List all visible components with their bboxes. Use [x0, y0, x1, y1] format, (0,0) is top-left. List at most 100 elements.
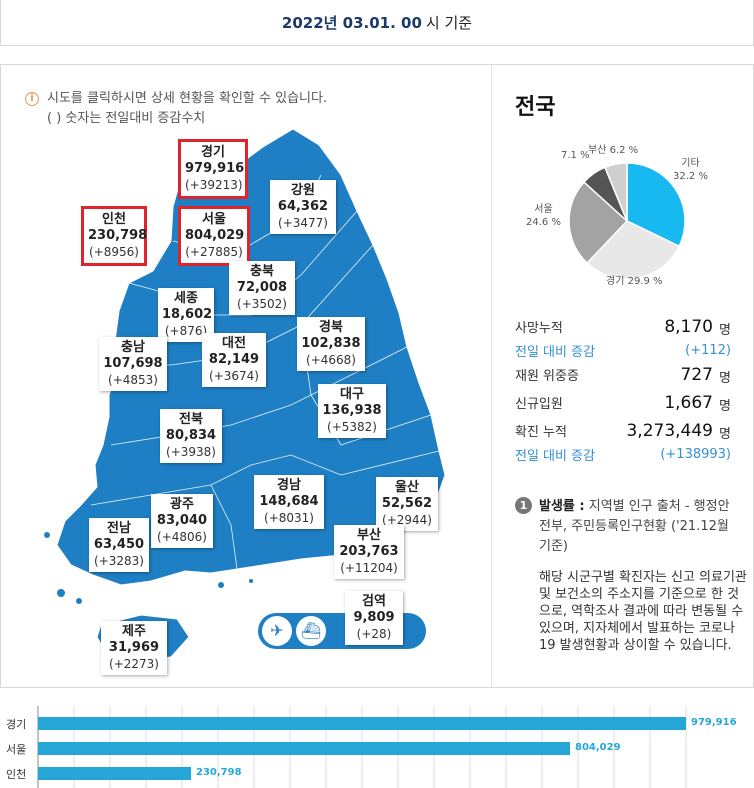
region-name: 인천 [102, 212, 126, 227]
region-value: 203,763 [339, 544, 399, 559]
region-name: 광주 [170, 497, 194, 512]
info-icon: i [25, 92, 39, 106]
region-value: 136,938 [322, 403, 382, 418]
pie-label-seoul: 서울 24.6 % [526, 204, 561, 228]
region-value: 72,008 [236, 280, 288, 295]
region-diff: (+2944) [382, 513, 432, 527]
region-gwangju[interactable]: 광주 83,040 (+4806) [151, 494, 213, 548]
bar-label-1: 서울 [6, 743, 27, 756]
region-diff: (+3502) [237, 297, 287, 311]
region-name: 경남 [277, 478, 301, 493]
main-panel: i 시도를 클릭하시면 상세 현황을 확인할 수 있습니다. ( ) 숫자는 전일… [0, 64, 754, 688]
bar-chart: 경기 979,916 서울 804,029 인천 230,798 [0, 688, 754, 788]
region-value: 31,969 [108, 640, 160, 655]
region-sejong[interactable]: 세종 18,602 (+876) [158, 288, 214, 342]
pie-slice-1 [585, 220, 681, 280]
pie-slice-4 [603, 162, 628, 222]
region-value: 107,698 [103, 356, 163, 371]
region-diff: (+4806) [157, 530, 207, 544]
region-incheon[interactable]: 인천 230,798 (+8956) [81, 206, 147, 266]
info-line-1: i 시도를 클릭하시면 상세 현황을 확인할 수 있습니다. [25, 87, 327, 106]
region-name: 부산 [357, 528, 381, 543]
region-ulsan[interactable]: 울산 52,562 (+2944) [376, 477, 438, 531]
pie-label-other: 기타 32.2 % [673, 158, 708, 182]
region-diff: (+876) [164, 324, 208, 338]
region-quarantine[interactable]: 검역 9,809 (+28) [345, 591, 403, 645]
pie-slice-0 [626, 162, 686, 248]
region-diff: (+27885) [185, 245, 243, 259]
panel-divider [491, 65, 492, 687]
region-value: 64,362 [277, 199, 329, 214]
bar-label-2: 인천 [6, 768, 27, 781]
region-diff: (+2273) [109, 657, 159, 671]
region-name: 충남 [121, 340, 145, 355]
note-body: 해당 시군구별 확진자는 신고 의료기관 및 보건소의 주소지를 기준으로 한 … [539, 570, 747, 653]
ship-icon[interactable]: ⛴ [296, 616, 326, 646]
date-value: 2022년 03.01. 00 [281, 14, 422, 32]
bar-value-1: 804,029 [575, 742, 621, 753]
region-gyeongbuk[interactable]: 경북 102,838 (+4668) [297, 317, 365, 371]
region-name: 경북 [319, 320, 343, 335]
region-jeonnam[interactable]: 전남 63,450 (+3283) [89, 518, 149, 572]
region-diff: (+28) [356, 627, 392, 641]
info-text-1: 시도를 클릭하시면 상세 현황을 확인할 수 있습니다. [47, 91, 328, 106]
region-value: 63,450 [93, 537, 145, 552]
region-daegu[interactable]: 대구 136,938 (+5382) [318, 384, 386, 438]
region-value: 80,834 [165, 428, 217, 443]
region-jeju[interactable]: 제주 31,969 (+2273) [101, 621, 167, 675]
region-gyeongnam[interactable]: 경남 148,684 (+8031) [254, 475, 324, 529]
airplane-icon[interactable]: ✈ [262, 616, 292, 646]
region-name: 전남 [107, 521, 131, 536]
region-value: 83,040 [156, 513, 208, 528]
region-chungnam[interactable]: 충남 107,698 (+4853) [99, 337, 167, 391]
region-jeonbuk[interactable]: 전북 80,834 (+3938) [160, 409, 222, 463]
region-busan[interactable]: 부산 203,763 (+11204) [334, 525, 404, 579]
region-name: 대전 [222, 336, 246, 351]
region-name: 경기 [201, 145, 225, 160]
region-value: 804,029 [185, 228, 245, 243]
region-name: 전북 [179, 412, 203, 427]
note-number-badge: 1 [515, 497, 532, 514]
region-name: 대구 [340, 387, 364, 402]
summary-title: 전국 [515, 95, 556, 120]
region-name: 충북 [250, 264, 274, 279]
region-name: 서울 [202, 212, 226, 227]
region-gangwon[interactable]: 강원 64,362 (+3477) [270, 180, 336, 234]
pie-label-busan: 부산 6.2 % [588, 145, 639, 156]
bar-label-0: 경기 [6, 718, 27, 731]
region-diff: (+8956) [89, 245, 139, 259]
region-name: 강원 [291, 183, 315, 198]
info-line-2: ( ) 숫자는 전일대비 증감수치 [47, 111, 206, 126]
bar-2[interactable] [38, 767, 191, 780]
region-diff: (+4853) [108, 373, 158, 387]
region-chungbuk[interactable]: 충북 72,008 (+3502) [229, 261, 295, 315]
date-header: 2022년 03.01. 00 시 기준 [0, 0, 754, 46]
region-diff: (+3674) [209, 369, 259, 383]
bar-1[interactable] [38, 742, 570, 755]
bar-0[interactable] [38, 717, 686, 730]
region-seoul[interactable]: 서울 804,029 (+27885) [178, 206, 250, 266]
region-diff: (+5382) [327, 420, 377, 434]
region-diff: (+3938) [166, 445, 216, 459]
region-diff: (+8031) [264, 511, 314, 525]
region-value: 230,798 [88, 228, 148, 243]
region-value: 18,602 [162, 307, 213, 322]
region-name: 제주 [122, 624, 146, 639]
bar-value-2: 230,798 [196, 767, 242, 778]
region-diff: (+3283) [94, 554, 144, 568]
pie-label-small: 7.1 % [561, 150, 590, 161]
region-gyeonggi[interactable]: 경기 979,916 (+39213) [178, 139, 248, 199]
region-name: 세종 [174, 291, 198, 306]
region-daejeon[interactable]: 대전 82,149 (+3674) [202, 333, 266, 387]
region-value: 148,684 [259, 494, 319, 509]
region-value: 52,562 [381, 496, 433, 511]
region-diff: (+11204) [340, 561, 398, 575]
region-diff: (+4668) [306, 353, 356, 367]
region-value: 9,809 [353, 610, 395, 625]
region-value: 102,838 [301, 336, 361, 351]
pie-slice-2 [568, 181, 629, 265]
region-value: 979,916 [185, 161, 245, 176]
pie-label-gyeonggi: 경기 29.9 % [606, 276, 663, 287]
region-name: 검역 [362, 594, 386, 609]
region-name: 울산 [395, 480, 419, 495]
